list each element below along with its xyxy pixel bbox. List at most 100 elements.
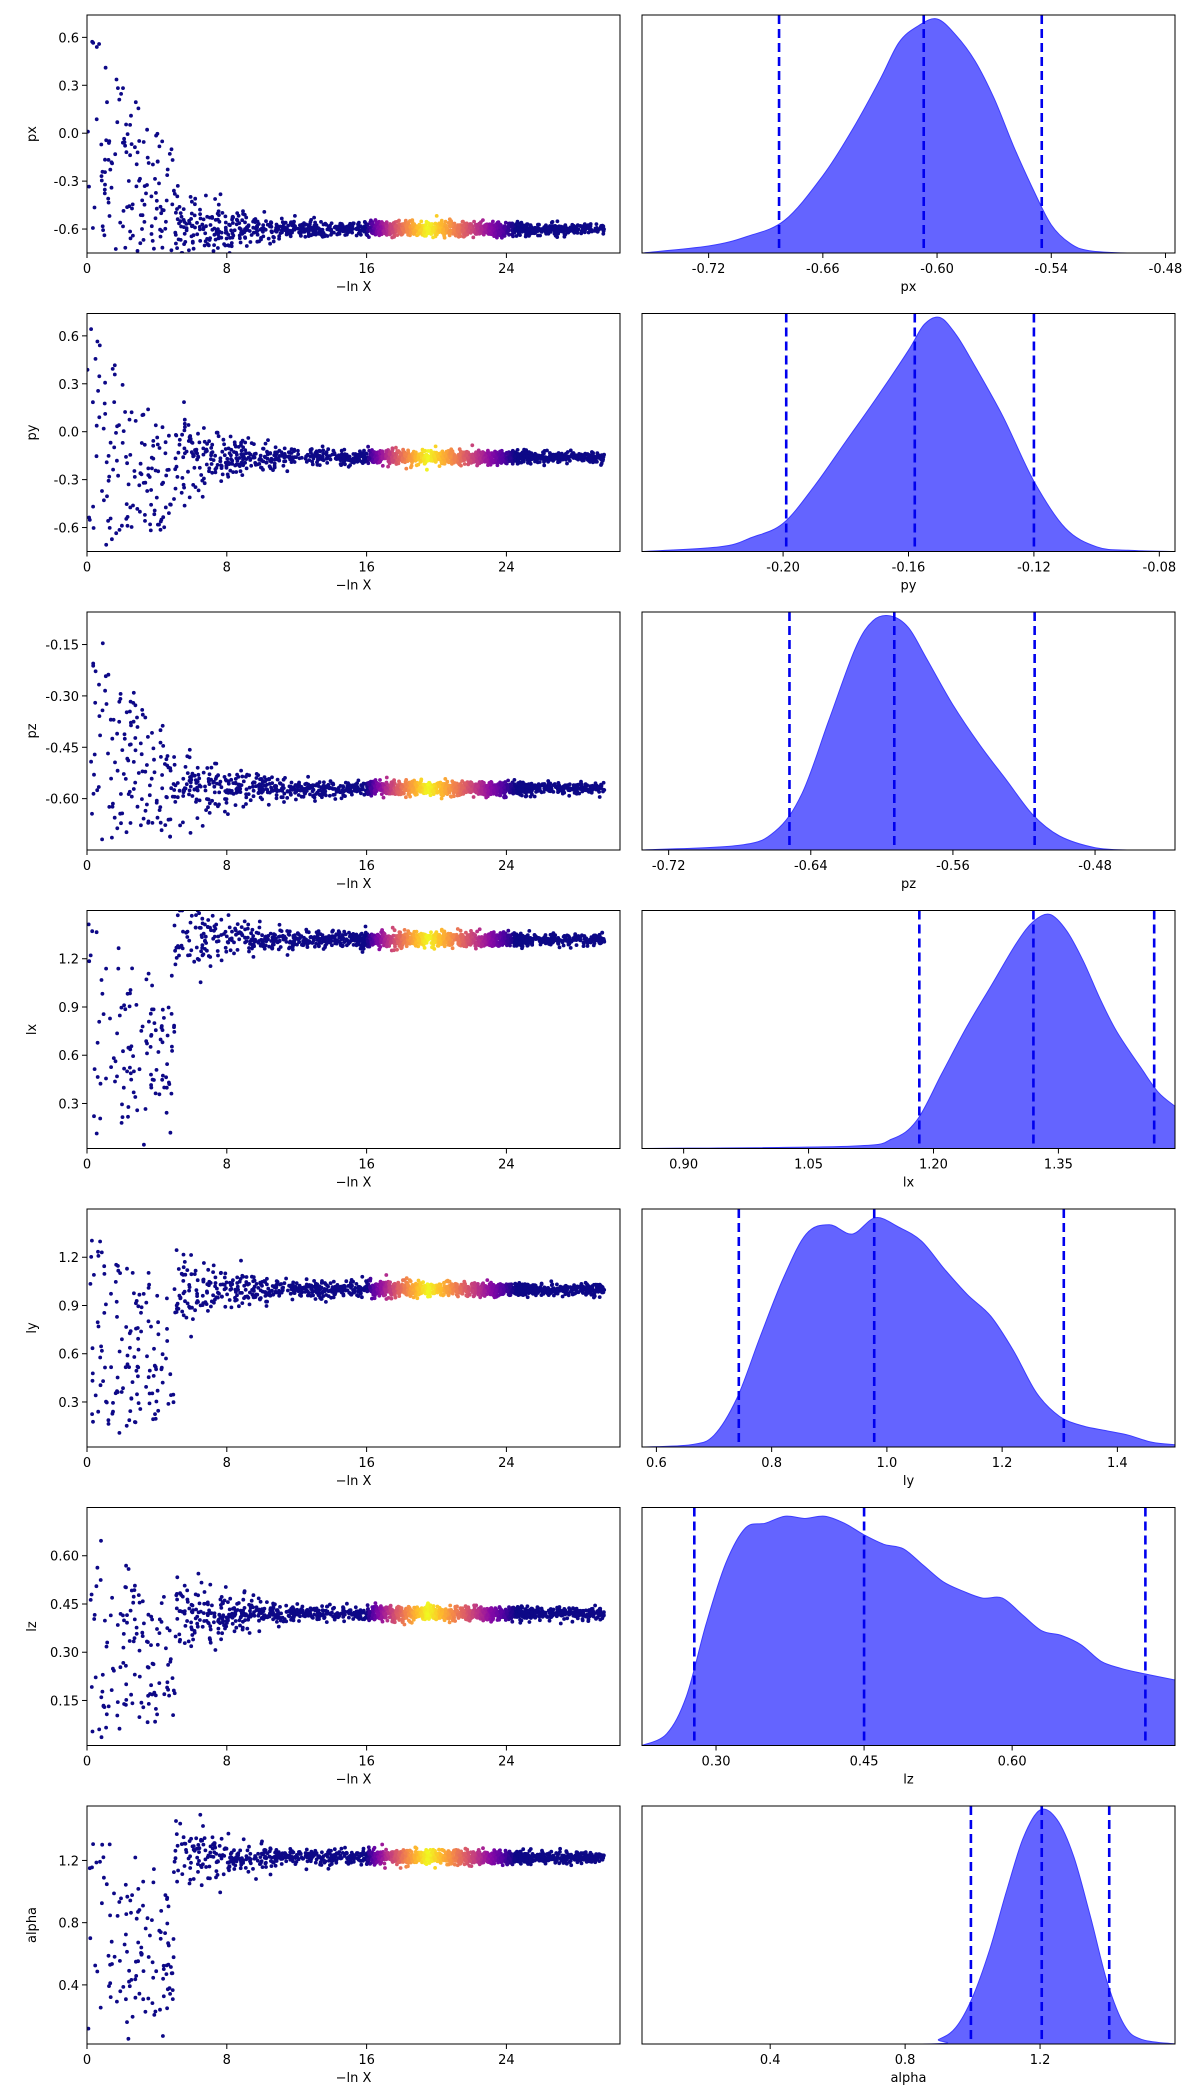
trace-point — [172, 762, 177, 767]
trace-point — [164, 795, 169, 799]
trace-point — [552, 782, 557, 786]
trace-point — [169, 147, 174, 152]
trace-point — [234, 470, 239, 474]
trace-point — [195, 232, 200, 237]
trace-point — [146, 161, 151, 165]
trace-point — [324, 453, 329, 457]
trace-point — [174, 241, 178, 246]
trace-point — [422, 449, 426, 454]
trace-point — [559, 455, 563, 459]
trace-point — [556, 781, 561, 785]
trace-point — [112, 363, 117, 368]
trace-point — [479, 220, 483, 225]
trace-point — [439, 796, 444, 801]
trace-point — [91, 791, 96, 796]
trace-point — [108, 440, 113, 445]
trace-point — [229, 453, 233, 458]
trace-point — [135, 804, 140, 809]
trace-point — [475, 929, 479, 934]
trace-point — [201, 452, 206, 457]
trace-point — [192, 213, 197, 218]
trace-point — [307, 785, 312, 789]
trace-point — [281, 777, 286, 782]
trace-point — [303, 782, 308, 787]
y-tick-label: -0.45 — [45, 741, 79, 756]
trace-point — [213, 470, 218, 475]
trace-point — [404, 778, 409, 782]
trace-point — [170, 202, 175, 207]
trace-point — [110, 367, 115, 371]
trace-point — [404, 466, 409, 471]
trace-point — [496, 230, 501, 235]
trace-point — [203, 784, 207, 789]
trace-point — [261, 780, 266, 784]
trace-point — [154, 133, 159, 138]
trace-point — [193, 202, 197, 207]
trace-point — [203, 239, 208, 244]
trace-point — [145, 155, 150, 160]
trace-point — [523, 794, 528, 799]
trace-point — [390, 459, 395, 463]
trace-point — [100, 489, 104, 493]
trace-point — [296, 452, 301, 457]
trace-point — [184, 226, 189, 231]
trace-point — [163, 226, 168, 231]
trace-point — [261, 459, 266, 464]
trace-point — [103, 412, 108, 416]
trace-point — [189, 217, 194, 221]
trace-point — [101, 426, 106, 431]
trace-point — [274, 796, 279, 801]
trace-point — [498, 789, 503, 794]
trace-point — [182, 417, 187, 422]
trace-point — [111, 717, 116, 722]
trace-point — [476, 453, 481, 457]
trace-point — [275, 224, 279, 229]
trace-point — [184, 782, 189, 787]
trace-point — [313, 799, 317, 803]
trace-point — [218, 459, 223, 464]
y-tick-label: -0.3 — [54, 474, 79, 489]
trace-point — [490, 458, 494, 463]
trace-point — [599, 458, 604, 462]
trace-point — [524, 451, 528, 455]
trace-point — [230, 235, 235, 240]
trace-point — [149, 224, 154, 229]
trace-point — [429, 457, 434, 462]
trace-point — [341, 784, 345, 789]
trace-point — [131, 787, 136, 791]
trace-point — [196, 772, 201, 777]
trace-point — [325, 456, 330, 461]
trace-point — [106, 672, 111, 677]
trace-point — [114, 77, 119, 82]
trace-point — [423, 223, 428, 227]
trace-point — [106, 751, 110, 756]
trace-point — [273, 445, 278, 450]
trace-point — [170, 158, 175, 162]
trace-point — [131, 760, 136, 764]
trace-point — [368, 786, 373, 791]
trace-point — [218, 192, 223, 197]
trace-point — [289, 780, 294, 785]
trace-point — [169, 786, 174, 791]
trace-point — [235, 790, 240, 794]
trace-point — [242, 229, 246, 234]
trace-point — [121, 140, 125, 145]
trace-point — [156, 469, 161, 474]
trace-point — [108, 717, 113, 722]
trace-point — [216, 209, 221, 214]
trace-point — [339, 796, 344, 801]
trace-point — [158, 234, 163, 239]
trace-point — [565, 461, 569, 466]
trace-point — [91, 400, 95, 405]
trace-point — [476, 222, 481, 227]
trace-point — [151, 439, 156, 443]
trace-point — [212, 243, 217, 248]
trace-point — [392, 452, 397, 456]
trace-point — [377, 229, 381, 234]
trace-point — [194, 800, 198, 804]
trace-point — [109, 776, 113, 781]
trace-point — [172, 788, 177, 792]
trace-point — [212, 790, 217, 795]
trace-point — [361, 456, 366, 460]
trace-point — [99, 174, 104, 179]
